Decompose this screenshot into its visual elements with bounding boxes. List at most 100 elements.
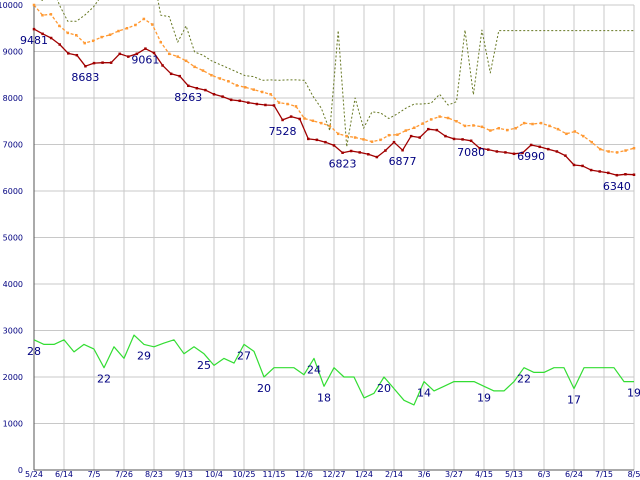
data-point-moving_average [446, 116, 450, 120]
data-label-price: 7528 [269, 125, 297, 138]
x-tick-label: 12/6 [295, 470, 313, 479]
data-point-price [375, 155, 379, 159]
data-point-price [152, 51, 156, 55]
data-point-moving_average [336, 132, 340, 136]
x-tick-label: 10/25 [232, 470, 255, 479]
data-point-moving_average [514, 126, 517, 130]
data-point-price [272, 104, 276, 107]
data-point-moving_average [353, 136, 357, 139]
data-point-moving_average [632, 146, 636, 150]
data-point-moving_average [370, 140, 374, 143]
data-point-moving_average [294, 105, 298, 108]
data-point-moving_average [497, 126, 501, 130]
data-point-price [444, 134, 447, 138]
y-tick-label: 6000 [3, 187, 23, 196]
y-tick-label: 2000 [3, 373, 23, 382]
y-tick-label: 0 [18, 466, 23, 475]
chart-grid [33, 4, 635, 471]
data-point-moving_average [41, 13, 44, 17]
data-point-price [521, 151, 524, 155]
x-tick-label: 8/5 [628, 470, 640, 479]
data-point-price [547, 147, 550, 151]
data-point-price [281, 118, 284, 122]
data-point-moving_average [32, 3, 36, 7]
data-point-moving_average [531, 122, 534, 126]
data-label-volume: 20 [257, 382, 271, 395]
data-point-price [401, 148, 404, 152]
x-tick-label: 7/15 [595, 470, 613, 479]
series-line-moving_average [33, 4, 635, 154]
data-point-price [324, 140, 327, 144]
data-label-price: 8683 [71, 71, 99, 84]
data-point-price [555, 150, 559, 153]
data-point-moving_average [142, 17, 146, 21]
data-point-moving_average [539, 121, 543, 125]
data-point-moving_average [438, 115, 441, 118]
data-label-price: 8263 [174, 91, 202, 104]
data-point-price [32, 27, 36, 31]
y-tick-label: 5000 [3, 234, 23, 243]
data-point-moving_average [320, 121, 323, 125]
data-point-price [487, 148, 490, 151]
series-moving_average [32, 3, 636, 154]
data-point-price [247, 101, 250, 104]
data-point-price [607, 171, 610, 175]
data-point-price [358, 151, 361, 154]
x-tick-label: 3/6 [418, 470, 431, 479]
data-point-moving_average [235, 84, 239, 87]
data-label-price: 6990 [517, 150, 545, 163]
data-point-price [469, 139, 473, 143]
data-point-moving_average [277, 101, 281, 104]
data-point-price [615, 173, 619, 177]
data-label-price: 7080 [457, 146, 485, 159]
data-point-price [478, 146, 481, 150]
data-point-moving_average [210, 73, 213, 77]
data-point-moving_average [556, 127, 560, 131]
data-point-price [564, 154, 567, 157]
y-tick-label: 9000 [3, 48, 23, 57]
series-line-volume [33, 334, 634, 406]
data-label-volume: 19 [477, 391, 491, 404]
data-label-volume: 28 [27, 345, 41, 358]
x-tick-label: 11/15 [262, 470, 285, 479]
data-point-moving_average [607, 150, 610, 153]
data-label-volume: 25 [197, 359, 211, 372]
data-point-moving_average [413, 126, 416, 130]
data-point-price [169, 72, 173, 76]
data-point-price [315, 138, 319, 142]
series-upper_band [40, 0, 634, 148]
series-volume [33, 334, 634, 406]
data-point-moving_average [311, 119, 315, 123]
series-price [32, 27, 636, 177]
data-point-price [409, 134, 413, 138]
data-point-price [307, 137, 310, 141]
x-tick-label: 10/4 [205, 470, 223, 479]
y-tick-label: 3000 [3, 327, 23, 336]
data-point-moving_average [573, 130, 577, 133]
data-point-moving_average [167, 52, 171, 56]
data-point-moving_average [624, 149, 627, 152]
data-point-price [512, 152, 516, 156]
data-point-moving_average [159, 40, 163, 44]
data-point-moving_average [286, 102, 289, 106]
data-point-moving_average [134, 23, 137, 27]
data-point-price [435, 128, 439, 132]
data-label-volume: 22 [517, 373, 531, 386]
data-point-price [49, 36, 53, 40]
data-point-moving_average [421, 122, 424, 125]
series-line-upper_band [40, 0, 634, 148]
data-point-price [118, 52, 121, 56]
data-label-volume: 14 [417, 387, 431, 400]
chart-data-labels: 9481 8683 9061 8263 7528 6823 6877 7080 6990 6340… [20, 34, 640, 406]
data-point-moving_average [505, 128, 509, 132]
data-point-moving_average [463, 124, 467, 128]
data-point-moving_average [100, 35, 103, 39]
data-label-volume: 18 [317, 391, 331, 404]
data-point-moving_average [387, 133, 391, 137]
data-point-moving_average [244, 86, 247, 89]
data-point-price [495, 150, 499, 153]
data-point-price [624, 173, 627, 176]
data-point-moving_average [125, 27, 129, 30]
